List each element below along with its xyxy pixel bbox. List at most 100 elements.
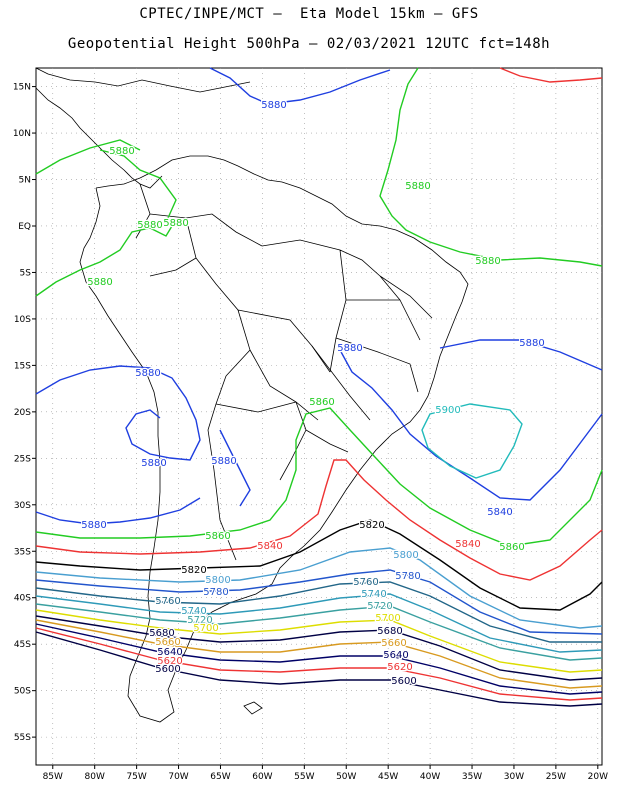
contour-label: 5880: [137, 220, 162, 231]
contour-5600: [35, 631, 603, 707]
contour-label: 5880: [109, 146, 134, 157]
lat-label: 35S: [14, 547, 31, 557]
contour-5860-central-green: [35, 407, 603, 547]
contour-label: 5880: [135, 368, 160, 379]
lat-label: 10N: [13, 129, 31, 139]
contour-5840-red: [35, 459, 603, 581]
contour-5680: [35, 615, 603, 681]
contour-label: 5880: [475, 256, 500, 267]
longitude-labels: 85W 80W 75W 70W 65W 60W 55W 50W 45W 40W 35W 30W 25W 2…: [43, 772, 608, 782]
contour-label: 5820: [181, 565, 206, 576]
contour-5640: [35, 623, 603, 695]
lat-label: 25S: [14, 454, 31, 464]
contour-label: 5880: [337, 343, 362, 354]
contour-lines: [35, 67, 603, 707]
lon-label: 20W: [588, 772, 608, 782]
axis-ticks: [32, 86, 599, 769]
lon-label: 65W: [210, 772, 230, 782]
contour-label: 5880: [211, 456, 236, 467]
contour-label: 5620: [157, 656, 182, 667]
falklands: [243, 701, 263, 715]
contour-label: 5880: [141, 458, 166, 469]
lon-label: 25W: [546, 772, 566, 782]
contour-5800: [35, 547, 603, 629]
contour-label: 5880: [163, 218, 188, 229]
contour-label: 5840: [487, 507, 512, 518]
lon-label: 45W: [378, 772, 398, 782]
contour-label: 5840: [257, 541, 282, 552]
lat-label: 15N: [13, 83, 31, 93]
lat-label: 5N: [19, 176, 31, 186]
contour-5880-central-blue: [219, 429, 251, 507]
lon-label: 35W: [462, 772, 482, 782]
contour-label: 5780: [395, 571, 420, 582]
contour-label: 5880: [87, 277, 112, 288]
lat-label: 15S: [14, 361, 31, 371]
map-title-line2: Geopotential Height 500hPa – 02/03/2021 …: [67, 36, 551, 52]
contour-5880-north-blue: [209, 67, 391, 105]
contour-label: 5860: [205, 531, 230, 542]
lat-label: 30S: [14, 501, 31, 511]
contour-label: 5600: [391, 676, 416, 687]
contour-label: 5640: [157, 647, 182, 658]
contour-label: 5660: [381, 638, 406, 649]
lon-label: 40W: [420, 772, 440, 782]
lat-label: 55S: [14, 733, 31, 743]
contour-label: 5860: [309, 397, 334, 408]
contour-label: 5800: [393, 550, 418, 561]
contour-label: 5680: [377, 626, 402, 637]
latitude-labels: 15N 10N 5N EQ 5S 10S 15S 20S 25S 30S 35S 40S 45S 50S 5…: [13, 83, 31, 744]
lat-label: 50S: [14, 687, 31, 697]
lon-label: 55W: [294, 772, 314, 782]
brazil-states: [261, 239, 433, 421]
contour-label: 5720: [187, 615, 212, 626]
contour-5620: [35, 627, 603, 701]
contour-5780: [35, 569, 603, 635]
contour-5860-northeast-green: [379, 67, 603, 267]
contour-label: 5780: [203, 587, 228, 598]
contour-5860-north-green: [35, 139, 177, 219]
contour-label: 5600: [155, 664, 180, 675]
lat-label: 45S: [14, 640, 31, 650]
contour-5740: [35, 593, 603, 653]
graticule: [36, 68, 602, 765]
south-america-coast: [79, 155, 469, 723]
contour-5760: [35, 581, 602, 643]
contour-label: 5720: [367, 601, 392, 612]
lat-label: EQ: [18, 222, 31, 232]
contour-label: 5880: [519, 338, 544, 349]
contour-5880-south-blue: [35, 497, 201, 525]
country-borders: [135, 183, 349, 561]
contour-label: 5820: [359, 520, 384, 531]
map-frame: [35, 67, 603, 766]
contour-label: 5680: [149, 628, 174, 639]
contour-label: 5620: [387, 662, 412, 673]
contour-label: 5660: [155, 637, 180, 648]
contour-5860-west-green: [35, 225, 173, 297]
contour-5700: [35, 609, 603, 673]
contour-5660: [35, 619, 603, 689]
caribbean-coast: [35, 67, 251, 93]
contour-label: 5860: [499, 542, 524, 553]
north-america-coast: [35, 87, 163, 189]
lon-label: 60W: [252, 772, 272, 782]
contour-label: 5760: [155, 596, 180, 607]
land-outlines: [35, 67, 469, 723]
contour-label: 5840: [455, 539, 480, 550]
contour-5720: [35, 603, 603, 661]
lon-label: 85W: [43, 772, 63, 782]
lat-label: 20S: [14, 408, 31, 418]
lon-label: 75W: [126, 772, 146, 782]
contour-5880-east-blue: [439, 339, 603, 371]
lon-label: 70W: [168, 772, 188, 782]
contour-label: 5800: [205, 575, 230, 586]
map-title-line1: CPTEC/INPE/MCT – Eta Model 15km – GFS: [139, 6, 479, 22]
lat-label: 5S: [20, 268, 32, 278]
lon-label: 30W: [504, 772, 524, 782]
lon-label: 50W: [336, 772, 356, 782]
contour-5820-black: [35, 519, 603, 611]
contour-label: 5880: [81, 520, 106, 531]
contour-5880-ne-red: [499, 67, 603, 83]
